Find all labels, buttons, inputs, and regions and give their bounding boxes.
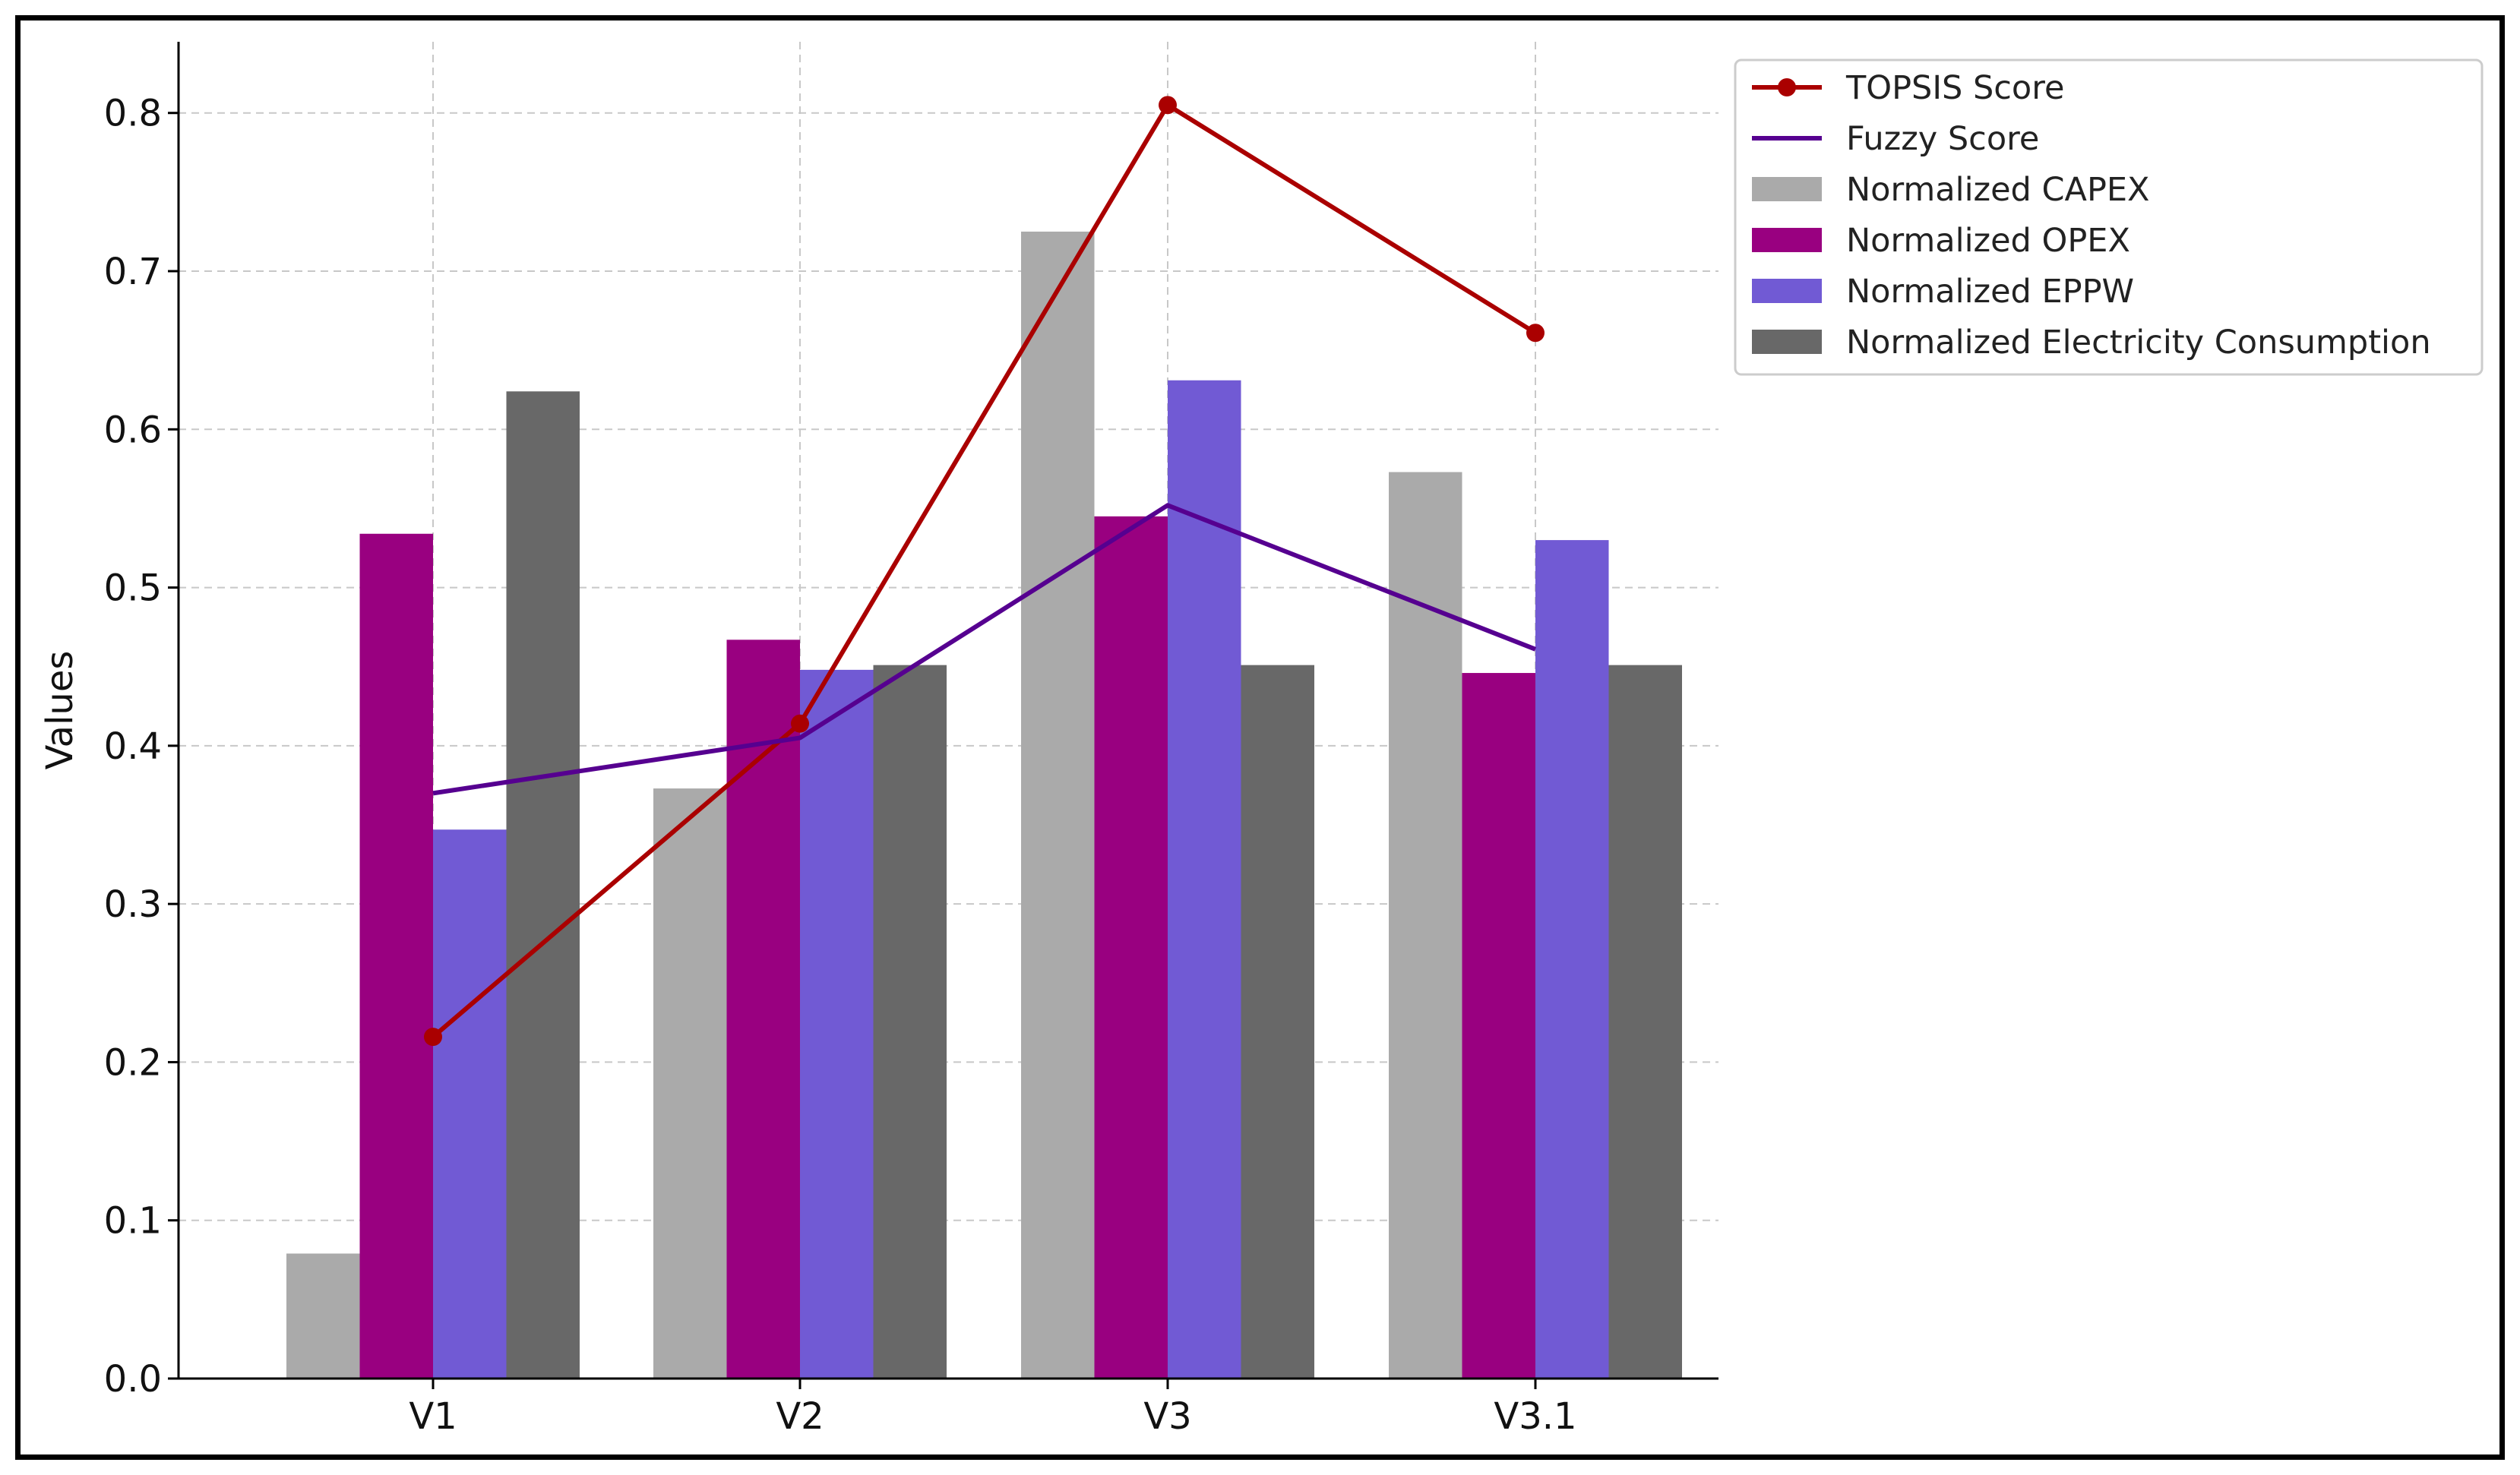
bar-normalized-eppw (1168, 380, 1241, 1379)
legend-label: Fuzzy Score (1846, 120, 2039, 158)
tick-labels: 0.0 0.1 0.2 0.3 0.4 0.5 0.6 0.7 0.8 V1 V2 V3 V3.1 (104, 93, 1577, 1438)
bar-normalized-electricity-consumption (1608, 665, 1682, 1379)
bar-normalized-electricity-consumption (873, 665, 947, 1379)
series-lines (424, 96, 1545, 1047)
legend-swatch-bar (1752, 279, 1822, 303)
y-axis-label: Values (39, 651, 81, 770)
bars (286, 231, 1682, 1379)
bar-normalized-electricity-consumption (1241, 665, 1314, 1379)
x-tick-label: V3.1 (1494, 1395, 1576, 1438)
bar-normalized-capex (653, 788, 727, 1379)
x-tick-label: V3 (1143, 1395, 1191, 1438)
y-tick-label: 0.1 (104, 1200, 162, 1243)
bar-normalized-capex (1389, 472, 1462, 1379)
y-tick-label: 0.6 (104, 409, 162, 451)
axes (168, 42, 1718, 1389)
y-tick-label: 0.0 (104, 1358, 162, 1401)
legend-label: Normalized OPEX (1846, 222, 2130, 260)
legend-label: TOPSIS Score (1845, 69, 2064, 107)
legend-swatch-bar (1752, 330, 1822, 354)
y-tick-label: 0.7 (104, 251, 162, 293)
bar-normalized-capex (1021, 231, 1095, 1379)
y-tick-label: 0.2 (104, 1041, 162, 1084)
bar-normalized-opex (1094, 516, 1168, 1379)
x-tick-label: V1 (409, 1395, 457, 1438)
point-topsis-score (791, 714, 809, 733)
y-tick-label: 0.8 (104, 93, 162, 135)
bar-normalized-opex (359, 533, 433, 1379)
legend-swatch-marker (1778, 78, 1796, 96)
y-tick-label: 0.4 (104, 725, 162, 768)
bar-normalized-opex (1462, 673, 1535, 1379)
bar-normalized-electricity-consumption (506, 391, 580, 1379)
bar-normalized-eppw (800, 669, 874, 1379)
bar-normalized-opex (726, 640, 800, 1379)
y-tick-label: 0.3 (104, 883, 162, 926)
legend-box (1734, 58, 2484, 376)
legend-label: Normalized CAPEX (1846, 171, 2150, 209)
legend-swatch-bar (1752, 228, 1822, 252)
legend: TOPSIS Score Fuzzy Score Normalized CAPEX N… (1734, 58, 2484, 376)
point-topsis-score (1159, 96, 1177, 115)
point-topsis-score (1526, 324, 1545, 343)
line-fuzzy-score (432, 503, 1537, 796)
legend-swatch-bar (1752, 177, 1822, 201)
bar-normalized-eppw (433, 829, 507, 1379)
line-topsis-score (432, 103, 1537, 1039)
legend-label: Normalized Electricity Consumption (1846, 324, 2431, 362)
point-topsis-score (424, 1028, 442, 1047)
x-tick-label: V2 (776, 1395, 824, 1438)
legend-label: Normalized EPPW (1846, 273, 2134, 311)
bar-normalized-capex (286, 1253, 360, 1379)
bar-normalized-eppw (1535, 540, 1609, 1379)
y-tick-label: 0.5 (104, 567, 162, 610)
